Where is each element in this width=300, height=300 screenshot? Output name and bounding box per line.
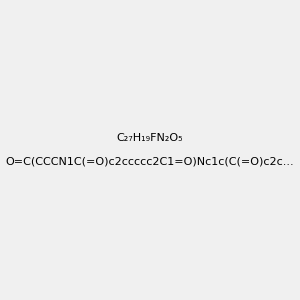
Text: C₂₇H₁₉FN₂O₅

O=C(CCCN1C(=O)c2ccccc2C1=O)Nc1c(C(=O)c2c...: C₂₇H₁₉FN₂O₅ O=C(CCCN1C(=O)c2ccccc2C1=O)N… [6, 134, 294, 166]
